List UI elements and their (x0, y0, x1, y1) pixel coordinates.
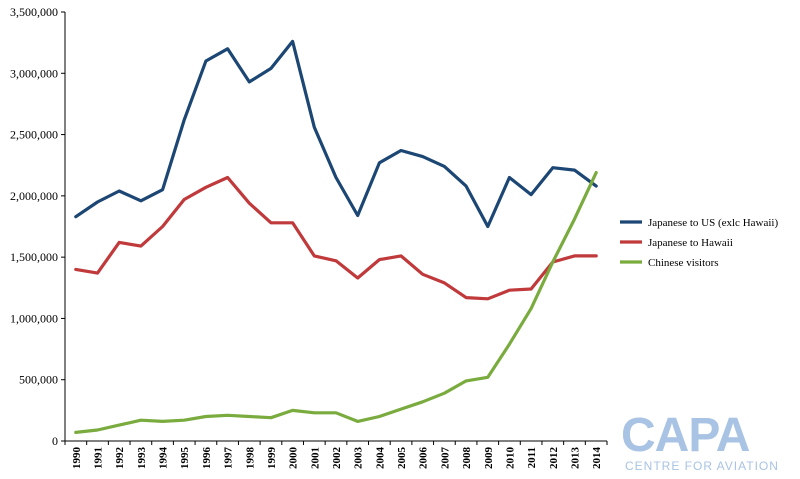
logo-word: CAPA (621, 409, 750, 462)
y-axis: 0 500,000 1,000,000 1,500,000 2,000,000 2,500… (10, 5, 66, 448)
x-tick-label: 2008 (461, 447, 473, 470)
legend-label: Japanese to Hawaii (648, 237, 733, 249)
y-tick-label: 2,500,000 (10, 128, 58, 142)
x-tick-label: 1999 (266, 447, 278, 470)
x-tick-label: 2004 (374, 447, 386, 470)
x-tick-label: 2005 (396, 447, 408, 470)
x-tick-label: 2001 (309, 447, 321, 469)
y-tick-label: 500,000 (19, 373, 58, 387)
x-tick-label: 1993 (136, 447, 148, 470)
x-axis: 1990 1991 1992 1993 1994 1995 1996 1997 1998 1999… (64, 440, 608, 470)
y-tick-label: 1,000,000 (10, 311, 58, 325)
x-tick-label: 1998 (244, 447, 256, 470)
x-tick-label: 2009 (483, 447, 495, 470)
y-tick-label: 3,500,000 (10, 5, 58, 19)
x-tick-label: 1991 (93, 447, 105, 469)
y-tick-label: 0 (52, 434, 58, 448)
x-tick-label: 2012 (548, 447, 560, 470)
x-tick-label: 1990 (71, 447, 83, 470)
x-tick-label: 2011 (526, 447, 538, 468)
x-tick-label: 2007 (439, 447, 451, 470)
x-tick-label: 2014 (591, 447, 603, 470)
x-tick-label: 1995 (179, 447, 191, 470)
x-tick-label: 2003 (353, 447, 365, 470)
x-tick-label: 2002 (331, 447, 343, 470)
x-tick-label: 2006 (418, 447, 430, 470)
legend: Japanese to US (exlc Hawaii) Japanese to … (620, 217, 778, 269)
x-tick-label: 1996 (201, 447, 213, 470)
series-line-2 (74, 175, 598, 301)
y-tick-label: 2,000,000 (10, 189, 58, 203)
x-tick-label: 2000 (288, 447, 300, 470)
x-tick-label: 1997 (223, 447, 235, 470)
x-tick-label: 2010 (504, 447, 516, 470)
legend-label: Japanese to US (exlc Hawaii) (648, 217, 778, 229)
series-line-1 (74, 39, 598, 229)
x-tick-label: 1992 (114, 447, 126, 470)
legend-label: Chinese visitors (648, 257, 719, 269)
y-tick-label: 3,000,000 (10, 66, 58, 80)
y-tick-label: 1,500,000 (10, 250, 58, 264)
series-line-3 (74, 171, 598, 434)
series-lines (74, 39, 598, 434)
logo-subtitle: CENTRE FOR AVIATION (625, 459, 779, 473)
capa-logo: CAPA CENTRE FOR AVIATION (615, 412, 795, 476)
x-tick-label: 1994 (158, 447, 170, 470)
x-tick-label: 2013 (569, 447, 581, 470)
